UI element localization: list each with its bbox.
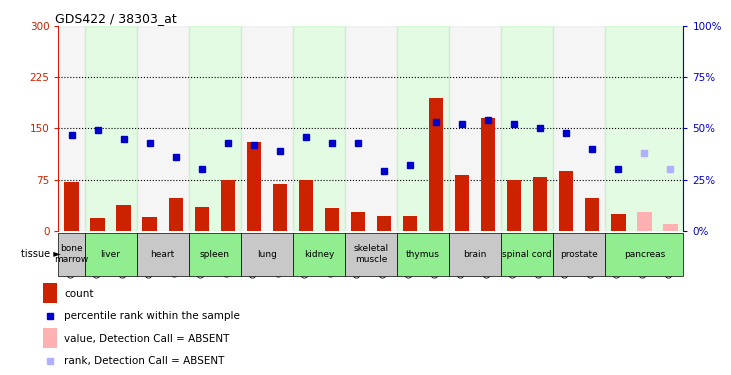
Bar: [403, 216, 417, 231]
Text: pancreas: pancreas: [624, 250, 665, 259]
Bar: [553, 26, 605, 231]
Bar: [605, 26, 683, 231]
Bar: [194, 207, 209, 231]
Bar: [299, 180, 313, 231]
Text: skeletal
muscle: skeletal muscle: [353, 244, 389, 264]
Text: rank, Detection Call = ABSENT: rank, Detection Call = ABSENT: [64, 356, 224, 366]
Bar: [293, 26, 345, 231]
Bar: [42, 283, 58, 303]
Bar: [611, 214, 626, 231]
Bar: [64, 182, 79, 231]
Bar: [663, 224, 678, 231]
Bar: [455, 175, 469, 231]
Bar: [449, 232, 501, 276]
Text: bone
marrow: bone marrow: [54, 244, 88, 264]
Text: tissue ►: tissue ►: [20, 249, 61, 259]
Bar: [58, 26, 85, 231]
Bar: [58, 232, 85, 276]
Bar: [293, 232, 345, 276]
Bar: [246, 142, 261, 231]
Bar: [377, 216, 391, 231]
Text: heart: heart: [151, 250, 175, 259]
Text: prostate: prostate: [561, 250, 598, 259]
Bar: [586, 198, 599, 231]
Bar: [429, 98, 443, 231]
Bar: [449, 26, 501, 231]
Bar: [221, 180, 235, 231]
Bar: [189, 26, 240, 231]
Bar: [501, 232, 553, 276]
Bar: [189, 232, 240, 276]
Text: brain: brain: [463, 250, 487, 259]
Bar: [91, 218, 105, 231]
Bar: [42, 328, 58, 348]
Bar: [559, 171, 573, 231]
Bar: [137, 232, 189, 276]
Bar: [325, 208, 339, 231]
Bar: [273, 184, 287, 231]
Bar: [397, 232, 449, 276]
Text: lung: lung: [257, 250, 277, 259]
Bar: [507, 180, 521, 231]
Bar: [240, 232, 293, 276]
Text: value, Detection Call = ABSENT: value, Detection Call = ABSENT: [64, 334, 230, 344]
Text: count: count: [64, 289, 94, 299]
Text: GDS422 / 38303_at: GDS422 / 38303_at: [56, 12, 177, 25]
Bar: [605, 232, 683, 276]
Bar: [345, 26, 397, 231]
Bar: [481, 118, 496, 231]
Bar: [143, 217, 156, 231]
Text: kidney: kidney: [303, 250, 334, 259]
Bar: [240, 26, 293, 231]
Text: spleen: spleen: [200, 250, 230, 259]
Text: thymus: thymus: [406, 250, 440, 259]
Bar: [351, 211, 365, 231]
Bar: [85, 26, 137, 231]
Bar: [501, 26, 553, 231]
Bar: [137, 26, 189, 231]
Bar: [553, 232, 605, 276]
Bar: [116, 205, 131, 231]
Bar: [169, 198, 183, 231]
Text: percentile rank within the sample: percentile rank within the sample: [64, 310, 240, 321]
Bar: [345, 232, 397, 276]
Bar: [85, 232, 137, 276]
Text: liver: liver: [101, 250, 121, 259]
Text: spinal cord: spinal cord: [502, 250, 552, 259]
Bar: [397, 26, 449, 231]
Bar: [637, 211, 651, 231]
Bar: [533, 177, 548, 231]
